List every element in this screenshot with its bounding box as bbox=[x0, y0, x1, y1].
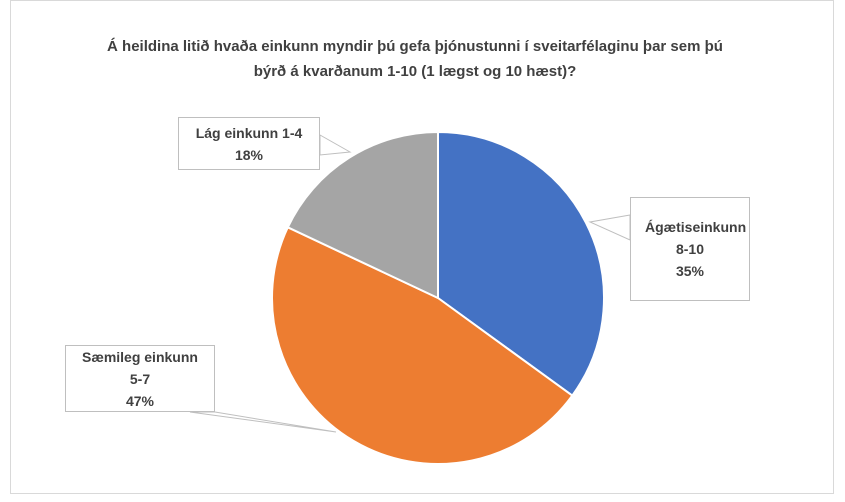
pie-slice bbox=[437, 130, 605, 397]
data-label: Sæmileg einkunn 5-7 47% bbox=[65, 345, 215, 412]
data-label: Ágætiseinkunn 8-10 35% bbox=[630, 197, 750, 301]
data-label-value: 35% bbox=[675, 263, 705, 279]
chart-title: Á heildina litið hvaða einkunn myndir þú… bbox=[107, 38, 723, 80]
data-label-value: 47% bbox=[125, 392, 155, 409]
chart-frame bbox=[10, 0, 834, 494]
data-label-category: Sæmileg einkunn 5-7 bbox=[82, 348, 198, 387]
data-label: Lág einkunn 1-4 18% bbox=[178, 117, 320, 170]
callout-pointer bbox=[588, 214, 631, 241]
data-label-value: 18% bbox=[234, 146, 264, 163]
data-label-category: Ágætiseinkunn 8-10 bbox=[645, 219, 747, 257]
callout-pointer bbox=[189, 411, 337, 433]
pie-slice bbox=[286, 130, 439, 300]
pie-slice bbox=[271, 225, 574, 465]
callout-pointer bbox=[319, 134, 352, 156]
data-label-category: Lág einkunn 1-4 bbox=[195, 124, 303, 141]
